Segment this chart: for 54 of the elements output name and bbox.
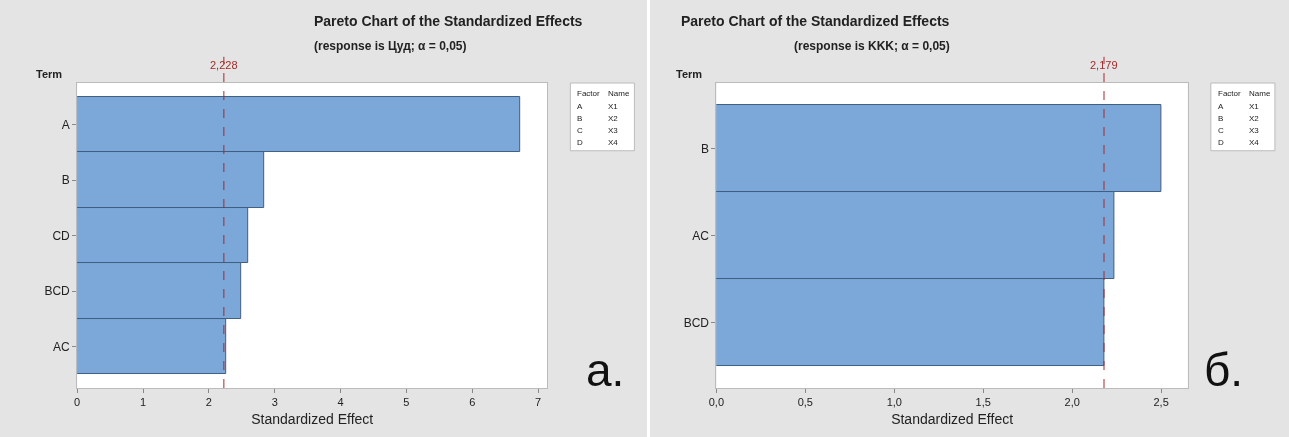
text: Factor xyxy=(1218,89,1242,98)
text: A xyxy=(1218,102,1224,111)
text: C xyxy=(577,126,583,135)
y-axis-title: Term xyxy=(36,68,63,80)
y-axis-title: Term xyxy=(676,68,703,80)
text: D xyxy=(1218,138,1224,147)
y-tick-label: AC xyxy=(53,339,71,354)
x-axis-title: Standardized Effect xyxy=(891,410,1014,427)
text: X1 xyxy=(1249,102,1260,111)
ref-line-label: 2,179 xyxy=(1090,59,1118,71)
ref-line-label: 2,228 xyxy=(210,59,238,71)
text: X4 xyxy=(608,138,619,147)
x-tick-label: 2,0 xyxy=(1064,396,1080,409)
chart-title: Pareto Chart of the Standardized Effects xyxy=(681,13,950,29)
chart-subtitle: (response is Цуд; α = 0,05) xyxy=(314,39,467,53)
y-tick-label: B xyxy=(700,141,709,156)
y-tick-label: CD xyxy=(52,228,71,243)
x-tick-label: 1 xyxy=(139,396,147,409)
text: B xyxy=(1218,114,1224,123)
x-tick-label: 0,0 xyxy=(708,396,725,409)
x-tick-label: 0,5 xyxy=(797,396,813,409)
text: Factor xyxy=(577,89,601,98)
text: B xyxy=(577,114,583,123)
y-tick-label: A xyxy=(61,117,70,132)
text: X4 xyxy=(1249,138,1260,147)
x-tick-label: 7 xyxy=(535,396,542,409)
x-tick-label: 0 xyxy=(74,396,81,409)
text: X2 xyxy=(608,114,619,123)
text: a. xyxy=(586,344,625,396)
chart-subtitle: (response is KKK; α = 0,05) xyxy=(794,39,950,53)
text: X3 xyxy=(1249,126,1260,135)
chart-title: Pareto Chart of the Standardized Effects xyxy=(314,13,583,29)
x-tick-label: 6 xyxy=(469,396,476,409)
y-tick-label: BCD xyxy=(683,315,710,330)
text: C xyxy=(1218,126,1224,135)
text: б. xyxy=(1204,344,1244,396)
text: A xyxy=(577,102,583,111)
text: Name xyxy=(608,89,630,98)
text: X3 xyxy=(608,126,619,135)
x-axis-title: Standardized Effect xyxy=(251,410,374,427)
x-tick-label: 1,0 xyxy=(886,396,902,409)
x-tick-label: 3 xyxy=(271,396,278,409)
text: X2 xyxy=(1249,114,1260,123)
x-tick-label: 2,5 xyxy=(1153,396,1169,409)
x-tick-label: 1,5 xyxy=(975,396,991,409)
text: D xyxy=(577,138,583,147)
text: Name xyxy=(1249,89,1271,98)
x-tick-label: 4 xyxy=(337,396,344,409)
text: X1 xyxy=(608,102,619,111)
y-tick-label: AC xyxy=(692,228,710,243)
x-tick-label: 2 xyxy=(205,396,212,409)
y-tick-label: B xyxy=(61,173,70,188)
y-tick-label: BCD xyxy=(44,284,71,299)
x-tick-label: 5 xyxy=(403,396,410,409)
